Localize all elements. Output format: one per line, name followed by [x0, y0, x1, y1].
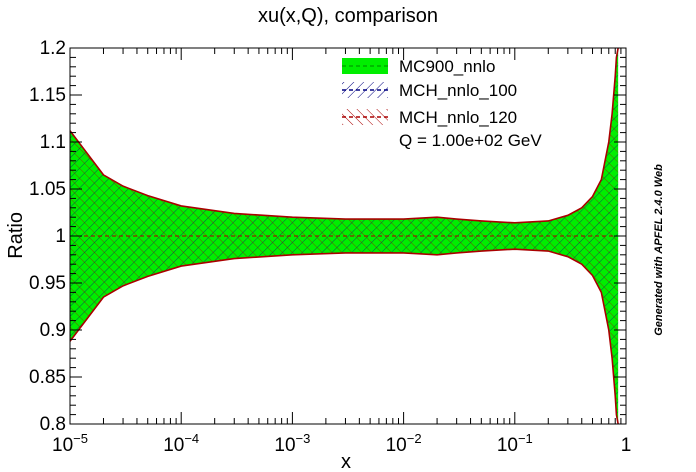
- y-tick-label: 1: [55, 226, 66, 247]
- band-edge-upper: [69, 47, 619, 224]
- x-axis: 10−5 10−4 10−3 10−2 10−1 1: [52, 48, 631, 456]
- legend-label: MCH_nnlo_120: [399, 108, 517, 127]
- y-axis-label: Ratio: [5, 212, 27, 259]
- x-tick-label: 10−4: [163, 431, 199, 456]
- legend-label: MCH_nnlo_100: [399, 81, 517, 100]
- x-tick-label: 1: [621, 435, 632, 456]
- x-tick-label: 10−1: [497, 431, 533, 456]
- x-tick-label: 10−3: [274, 431, 310, 456]
- y-axis: 0.8 0.85 0.9 0.95 1 1.05 1.1 1.15 1.2: [29, 38, 626, 435]
- x-tick-label: 10−2: [386, 431, 422, 456]
- y-tick-label: 1.2: [40, 38, 66, 59]
- q-annotation: Q = 1.00e+02 GeV: [399, 131, 542, 150]
- generator-note: Generated with APFEL 2.4.0 Web: [653, 164, 665, 336]
- band-edge-lower: [69, 248, 619, 425]
- y-tick-label: 0.95: [29, 273, 66, 294]
- x-tick-label: 10−5: [52, 431, 88, 456]
- y-tick-label: 1.15: [29, 85, 66, 106]
- x-axis-label: x: [341, 451, 351, 472]
- chart-title: xu(x,Q), comparison: [258, 5, 438, 27]
- y-tick-label: 1.05: [29, 179, 66, 200]
- legend: MC900_nnlo MCH_nnlo_100 MCH_nnlo_120: [342, 57, 517, 127]
- y-tick-label: 0.9: [40, 320, 66, 341]
- bands-layer: [69, 47, 619, 425]
- y-tick-label: 1.1: [40, 132, 66, 153]
- y-tick-label: 0.85: [29, 367, 66, 388]
- legend-label: MC900_nnlo: [399, 57, 495, 76]
- y-tick-label: 0.8: [40, 414, 66, 435]
